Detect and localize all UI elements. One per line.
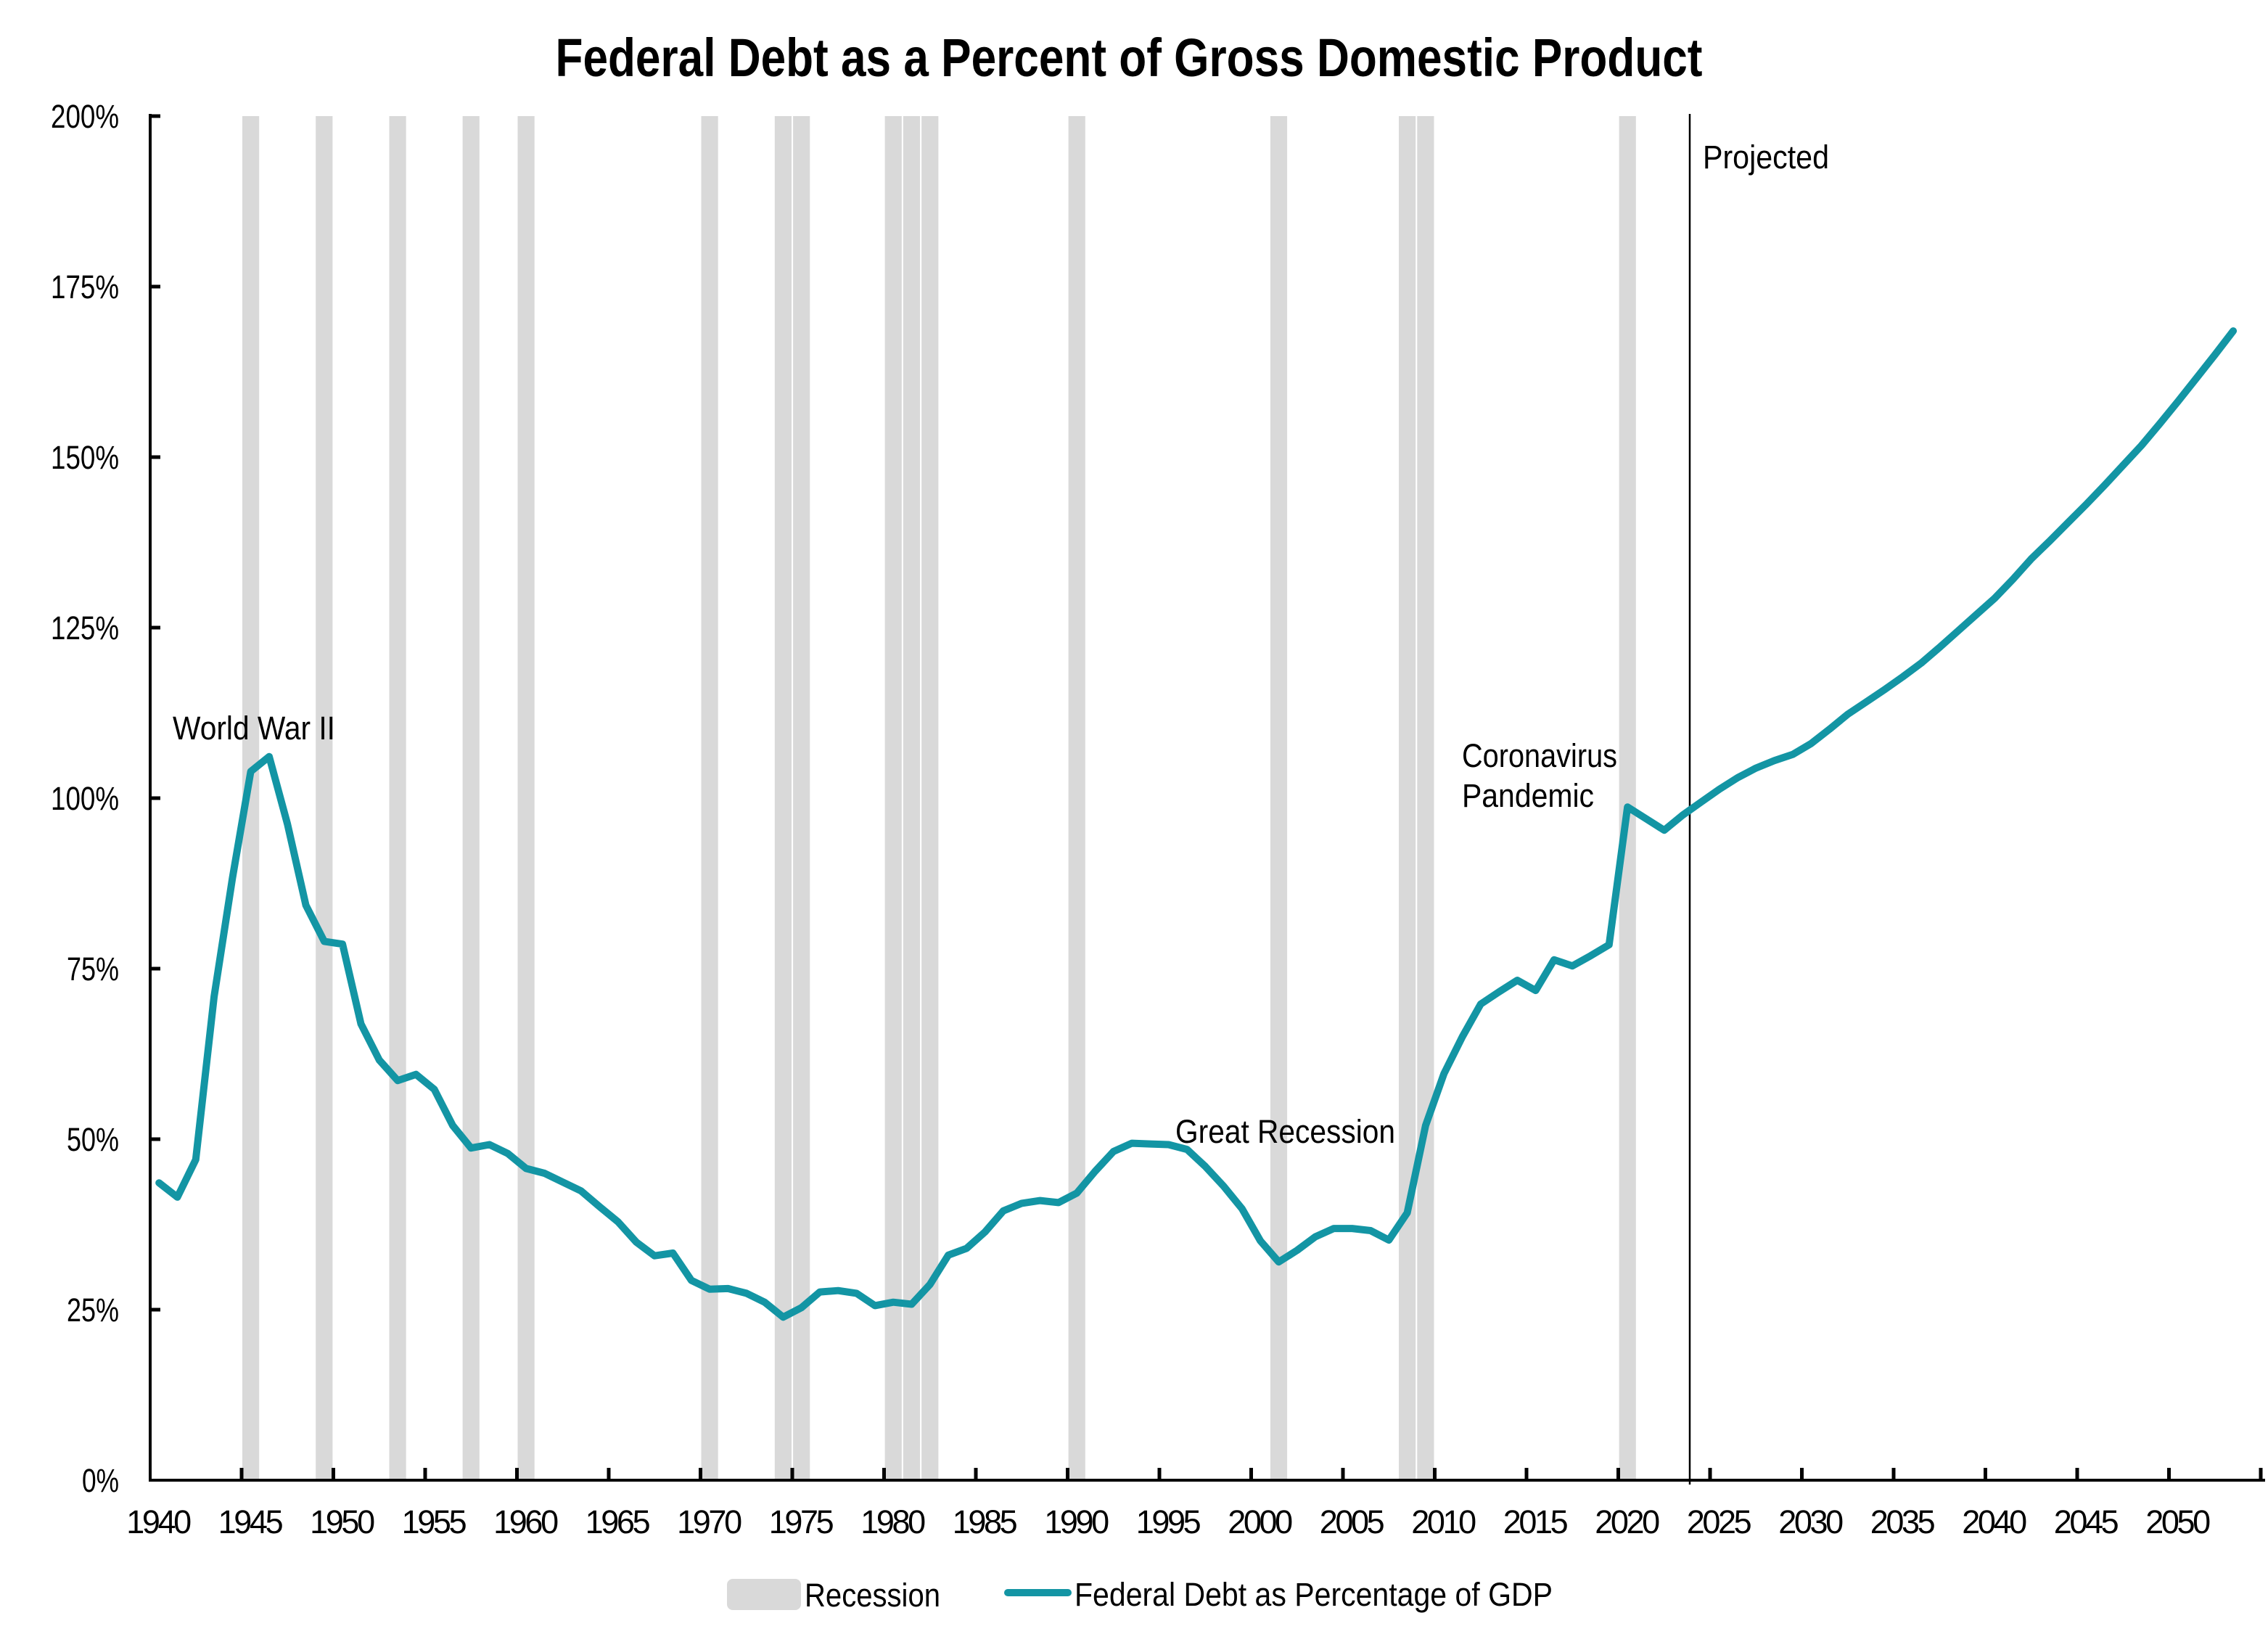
svg-text:175%: 175% bbox=[51, 268, 119, 305]
svg-text:Pandemic: Pandemic bbox=[1462, 777, 1594, 814]
svg-text:2050: 2050 bbox=[2145, 1503, 2211, 1540]
svg-text:2030: 2030 bbox=[1778, 1503, 1844, 1540]
svg-text:1980: 1980 bbox=[860, 1503, 926, 1540]
svg-text:125%: 125% bbox=[51, 609, 119, 646]
svg-text:Federal Debt as Percentage of: Federal Debt as Percentage of GDP bbox=[1075, 1576, 1553, 1613]
svg-text:Recession: Recession bbox=[805, 1577, 940, 1614]
svg-text:Great Recession: Great Recession bbox=[1175, 1113, 1395, 1150]
svg-text:1950: 1950 bbox=[310, 1503, 375, 1540]
svg-text:1945: 1945 bbox=[218, 1503, 284, 1540]
svg-text:0%: 0% bbox=[82, 1462, 119, 1499]
svg-text:2025: 2025 bbox=[1687, 1503, 1752, 1540]
svg-text:100%: 100% bbox=[51, 780, 119, 817]
svg-text:2015: 2015 bbox=[1503, 1503, 1569, 1540]
svg-text:2010: 2010 bbox=[1411, 1503, 1476, 1540]
svg-text:2040: 2040 bbox=[1962, 1503, 2027, 1540]
svg-text:1995: 1995 bbox=[1136, 1503, 1201, 1540]
svg-text:150%: 150% bbox=[51, 439, 119, 476]
svg-text:2045: 2045 bbox=[2054, 1503, 2119, 1540]
svg-text:1990: 1990 bbox=[1044, 1503, 1109, 1540]
svg-text:1970: 1970 bbox=[677, 1503, 742, 1540]
svg-text:Federal Debt as a Percent of G: Federal Debt as a Percent of Gross Domes… bbox=[556, 28, 1703, 88]
svg-text:2005: 2005 bbox=[1320, 1503, 1385, 1540]
svg-text:200%: 200% bbox=[51, 98, 119, 135]
svg-text:1985: 1985 bbox=[953, 1503, 1018, 1540]
svg-text:1955: 1955 bbox=[402, 1503, 467, 1540]
svg-text:1960: 1960 bbox=[493, 1503, 559, 1540]
svg-text:Projected: Projected bbox=[1703, 139, 1829, 176]
svg-text:75%: 75% bbox=[67, 951, 119, 988]
svg-text:2035: 2035 bbox=[1870, 1503, 1936, 1540]
svg-text:50%: 50% bbox=[67, 1121, 119, 1158]
svg-text:25%: 25% bbox=[67, 1292, 119, 1329]
svg-text:1940: 1940 bbox=[126, 1503, 192, 1540]
svg-text:2020: 2020 bbox=[1595, 1503, 1660, 1540]
svg-text:1965: 1965 bbox=[586, 1503, 651, 1540]
svg-text:World War II: World War II bbox=[173, 710, 335, 747]
svg-text:2000: 2000 bbox=[1228, 1503, 1293, 1540]
svg-text:Coronavirus: Coronavirus bbox=[1462, 737, 1617, 774]
svg-text:1975: 1975 bbox=[769, 1503, 834, 1540]
